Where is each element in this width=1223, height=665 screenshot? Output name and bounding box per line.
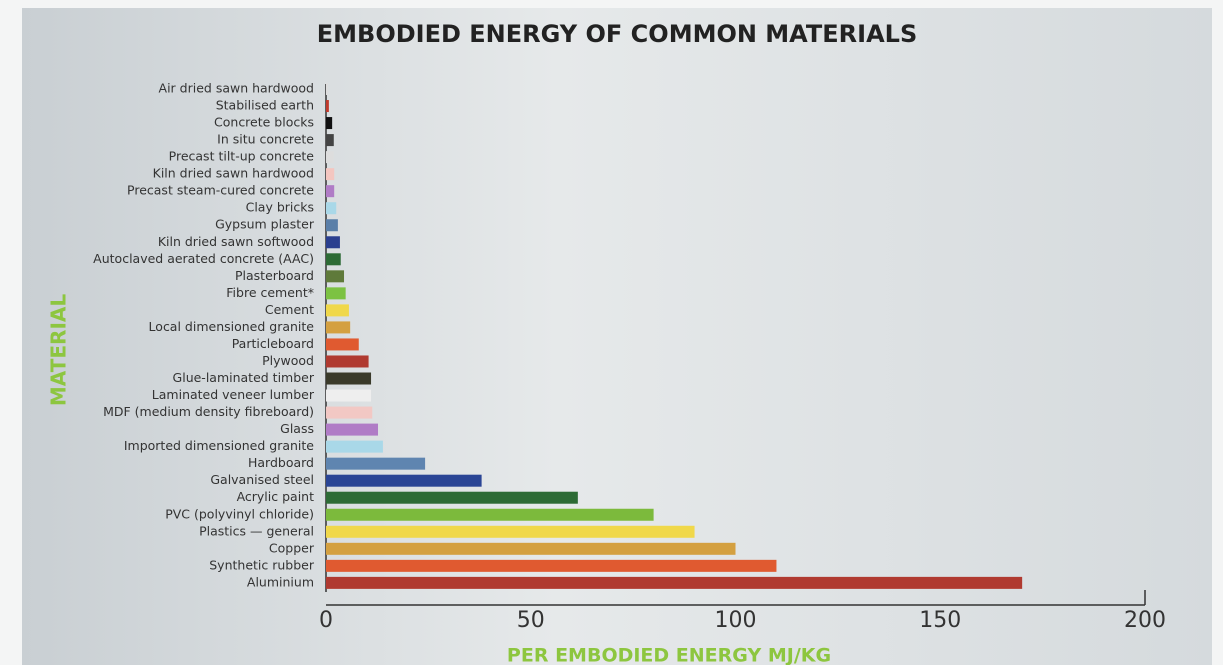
x-tick-label: 100 — [715, 608, 757, 633]
chart-title: EMBODIED ENERGY OF COMMON MATERIALS — [317, 20, 917, 48]
bar — [326, 542, 736, 555]
y-tick-label: Particleboard — [232, 336, 314, 351]
bar — [326, 457, 426, 470]
y-tick-label: Glass — [280, 421, 314, 436]
bar — [326, 287, 346, 300]
bar — [326, 304, 349, 317]
y-tick-label: Plywood — [262, 353, 314, 368]
y-tick-label: Synthetic rubber — [209, 557, 315, 572]
y-tick-label: Clay bricks — [246, 200, 314, 215]
y-tick-label: Cement — [265, 302, 314, 317]
y-tick-label: Stabilised earth — [216, 98, 314, 113]
bar — [326, 355, 369, 368]
y-tick-label: Hardboard — [248, 455, 314, 470]
y-tick-label: Concrete blocks — [214, 115, 314, 130]
y-tick-label: Local dimensioned granite — [149, 319, 315, 334]
bar — [326, 168, 335, 181]
y-tick-label: Precast steam-cured concrete — [127, 183, 314, 198]
bar — [326, 270, 345, 283]
y-tick-label: Acrylic paint — [237, 489, 315, 504]
y-tick-label: Plastics — general — [199, 523, 314, 538]
x-tick-label: 200 — [1124, 608, 1166, 633]
x-tick-label: 0 — [319, 608, 333, 633]
bar — [326, 185, 335, 198]
bar — [326, 576, 1023, 589]
y-tick-label: Plasterboard — [235, 268, 314, 283]
bar — [326, 202, 337, 215]
x-tick-label: 50 — [517, 608, 545, 633]
bar — [326, 100, 329, 113]
bar — [326, 389, 372, 402]
y-tick-label: Precast tilt-up concrete — [169, 149, 315, 164]
bar — [326, 219, 338, 232]
y-tick-label: Laminated veneer lumber — [152, 387, 315, 402]
bar — [326, 406, 373, 419]
bar — [326, 525, 695, 538]
bar — [326, 508, 654, 521]
y-axis-label: MATERIAL — [47, 294, 71, 406]
bar — [326, 372, 372, 385]
bar — [326, 474, 482, 487]
bar — [326, 117, 333, 130]
y-tick-label: Aluminium — [247, 574, 314, 589]
bar — [326, 134, 334, 147]
y-tick-label: Imported dimensioned granite — [124, 438, 314, 453]
x-axis-label: PER EMBODIED ENERGY MJ/KG — [507, 645, 831, 665]
bar — [326, 253, 341, 266]
y-tick-label: Fibre cement* — [226, 285, 314, 300]
y-tick-label: Copper — [269, 540, 315, 555]
bar — [326, 491, 578, 504]
y-tick-label: Kiln dried sawn softwood — [158, 234, 314, 249]
bar — [326, 321, 351, 334]
y-tick-label: In situ concrete — [217, 132, 314, 147]
bar — [326, 559, 777, 572]
bar — [326, 440, 383, 453]
y-tick-label: Autoclaved aerated concrete (AAC) — [93, 251, 314, 266]
y-tick-label: Air dried sawn hardwood — [159, 81, 314, 96]
backdrop — [22, 8, 1212, 665]
y-tick-label: MDF (medium density fibreboard) — [103, 404, 314, 419]
bar — [326, 338, 359, 351]
y-tick-label: Kiln dried sawn hardwood — [153, 166, 314, 181]
bar — [326, 236, 340, 249]
y-tick-label: Glue-laminated timber — [173, 370, 315, 385]
y-tick-label: Gypsum plaster — [215, 217, 315, 232]
y-tick-label: PVC (polyvinyl chloride) — [165, 506, 314, 521]
bar — [326, 83, 329, 95]
y-tick-label: Galvanised steel — [210, 472, 314, 487]
bar — [326, 151, 334, 164]
x-tick-label: 150 — [919, 608, 961, 633]
bar — [326, 423, 379, 436]
